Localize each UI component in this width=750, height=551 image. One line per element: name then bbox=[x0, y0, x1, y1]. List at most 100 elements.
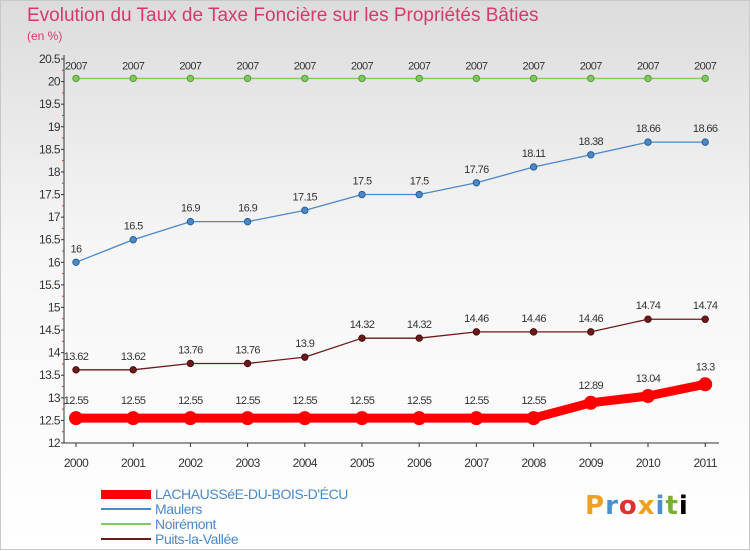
logo-letter: P bbox=[585, 491, 606, 521]
data-point bbox=[183, 411, 198, 426]
data-label: 2007 bbox=[294, 60, 317, 72]
data-point bbox=[526, 411, 541, 426]
legend-label: Puits-la-Vallée bbox=[155, 531, 239, 547]
data-point bbox=[529, 163, 538, 171]
x-tick-label: 2001 bbox=[121, 456, 146, 470]
series-line bbox=[75, 141, 706, 263]
data-label: 2007 bbox=[237, 60, 260, 72]
data-label: 12.89 bbox=[579, 380, 604, 392]
data-label: 12.55 bbox=[464, 395, 489, 407]
data-label: 14.74 bbox=[693, 300, 718, 312]
y-tick-label: 12 bbox=[48, 436, 61, 450]
y-tick-label: 19 bbox=[48, 120, 61, 134]
data-label: 18.11 bbox=[522, 148, 546, 160]
data-label: 12.55 bbox=[178, 395, 203, 407]
data-label: 16.9 bbox=[181, 203, 200, 215]
data-label: 12.55 bbox=[350, 395, 375, 407]
x-tick-label: 2003 bbox=[235, 456, 260, 470]
data-label: 14.32 bbox=[407, 319, 432, 331]
data-label: 17.5 bbox=[410, 176, 429, 188]
data-point bbox=[186, 74, 195, 83]
logo-letter: i bbox=[678, 491, 689, 521]
data-label: 17.76 bbox=[464, 164, 489, 176]
y-tick-label: 13 bbox=[48, 391, 61, 405]
data-label: 12.55 bbox=[64, 395, 89, 407]
data-point bbox=[129, 236, 137, 244]
data-point bbox=[469, 411, 484, 426]
data-point bbox=[358, 334, 366, 342]
data-label: 2007 bbox=[694, 60, 717, 72]
data-point bbox=[69, 411, 83, 426]
legend-swatch bbox=[101, 538, 151, 540]
data-point bbox=[529, 328, 538, 336]
x-tick-label: 2002 bbox=[178, 456, 203, 470]
data-label: 2007 bbox=[65, 60, 88, 72]
y-tick-label: 20.5 bbox=[39, 52, 61, 66]
x-tick-label: 2005 bbox=[350, 456, 375, 470]
data-label: 13.04 bbox=[636, 373, 661, 385]
series-line bbox=[71, 379, 710, 423]
data-label: 12.55 bbox=[235, 395, 260, 407]
data-label: 2007 bbox=[637, 60, 660, 72]
data-point bbox=[412, 411, 427, 426]
data-label: 2007 bbox=[351, 60, 374, 72]
legend-label: Noirémont bbox=[155, 516, 216, 532]
y-tick-label: 18 bbox=[48, 165, 61, 179]
y-tick-label: 16.5 bbox=[39, 233, 61, 247]
data-label: 12.55 bbox=[521, 395, 546, 407]
data-point bbox=[240, 411, 255, 426]
series-line bbox=[75, 318, 706, 371]
data-point bbox=[644, 74, 652, 83]
data-label: 14.46 bbox=[464, 313, 489, 325]
data-label: 12.55 bbox=[293, 395, 318, 407]
x-tick-label: 2011 bbox=[693, 456, 717, 470]
y-tick-label: 18.5 bbox=[39, 142, 61, 156]
x-tick-label: 2007 bbox=[464, 456, 489, 470]
data-point bbox=[415, 334, 423, 342]
data-label: 2007 bbox=[465, 60, 488, 72]
data-label: 14.74 bbox=[636, 300, 661, 312]
x-tick-label: 2000 bbox=[64, 456, 89, 470]
data-point bbox=[243, 74, 252, 83]
data-label: 14.46 bbox=[521, 313, 546, 325]
data-point bbox=[72, 366, 80, 374]
y-tick-label: 17 bbox=[48, 210, 61, 224]
data-point bbox=[415, 190, 423, 199]
data-label: 14.46 bbox=[579, 313, 604, 325]
data-point bbox=[186, 217, 195, 226]
logo-letter: o bbox=[618, 491, 638, 521]
data-point bbox=[583, 395, 598, 410]
data-label: 17.15 bbox=[293, 191, 318, 203]
data-label: 18.66 bbox=[693, 123, 718, 135]
legend-label: Maulers bbox=[155, 501, 202, 517]
data-point bbox=[297, 411, 312, 426]
data-label: 13.76 bbox=[178, 344, 203, 356]
y-tick-label: 13.5 bbox=[39, 368, 61, 382]
data-point bbox=[243, 359, 252, 368]
data-point bbox=[126, 411, 141, 426]
proxiti-logo: Proxiti bbox=[585, 491, 689, 521]
logo-letter: t bbox=[665, 491, 679, 521]
legend-swatch bbox=[101, 523, 151, 525]
y-tick-label: 20 bbox=[48, 75, 61, 89]
data-point bbox=[529, 74, 538, 83]
x-tick-label: 2006 bbox=[407, 456, 432, 470]
data-point bbox=[243, 217, 252, 226]
data-label: 14.32 bbox=[350, 319, 375, 331]
data-label: 16.5 bbox=[124, 221, 143, 233]
data-point bbox=[301, 353, 309, 361]
data-point bbox=[129, 366, 137, 374]
data-label: 18.66 bbox=[636, 123, 661, 135]
data-point bbox=[644, 315, 652, 323]
y-tick-label: 12.5 bbox=[39, 413, 61, 427]
y-tick-label: 15 bbox=[48, 300, 61, 314]
data-point bbox=[587, 74, 595, 83]
y-tick-label: 17.5 bbox=[39, 188, 61, 202]
data-point bbox=[472, 179, 481, 187]
data-point bbox=[301, 206, 309, 215]
data-point bbox=[644, 138, 652, 146]
chart-title: Evolution du Taux de Taxe Foncière sur l… bbox=[27, 5, 539, 26]
y-tick-label: 19.5 bbox=[39, 97, 61, 111]
